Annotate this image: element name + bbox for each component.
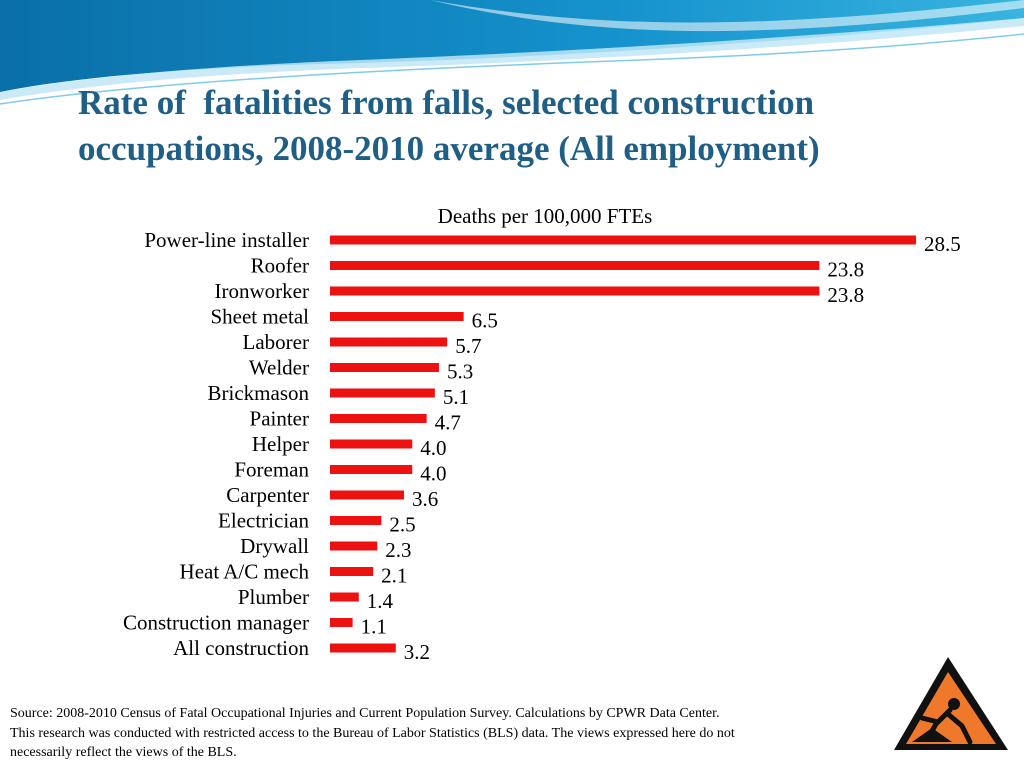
- bars-group: Power-line installer 28.5 Roofer 23.8 Ironwo…: [123, 228, 961, 664]
- value-label: 3.6: [412, 487, 438, 511]
- value-label: 1.4: [367, 589, 394, 613]
- value-label: 5.1: [443, 385, 469, 409]
- value-label: 5.3: [447, 360, 473, 384]
- bar: [330, 261, 820, 270]
- category-label: Welder: [249, 356, 309, 380]
- category-label: Carpenter: [226, 483, 309, 507]
- bar: [330, 465, 413, 474]
- bar: [330, 516, 382, 525]
- header-wave-decoration: [0, 0, 1024, 105]
- chart-title: Deaths per 100,000 FTEs: [438, 204, 653, 228]
- value-label: 6.5: [472, 309, 498, 333]
- fall-hazard-warning-icon: [894, 657, 1008, 750]
- category-label: Brickmason: [208, 381, 310, 405]
- bar: [330, 312, 464, 321]
- title-line-1: Rate of fatalities from falls, selected …: [78, 83, 815, 122]
- category-label: Heat A/C mech: [180, 560, 310, 584]
- value-label: 1.1: [361, 615, 387, 639]
- bar: [330, 541, 378, 551]
- category-label: Construction manager: [123, 611, 309, 635]
- source-line-3: necessarily reflect the views of the BLS…: [10, 745, 237, 760]
- bar: [330, 363, 439, 372]
- value-label: 4.7: [435, 411, 461, 435]
- source-line-2: This research was conducted with restric…: [10, 725, 735, 741]
- value-label: 5.7: [455, 334, 481, 358]
- category-label: Sheet metal: [210, 305, 309, 329]
- category-label: Laborer: [243, 330, 309, 354]
- category-label: Drywall: [240, 534, 309, 558]
- category-label: Painter: [250, 407, 309, 431]
- bar: [330, 439, 413, 449]
- category-label: Helper: [252, 432, 309, 456]
- bar-chart: Deaths per 100,000 FTEs Power-line insta…: [123, 204, 961, 664]
- title-line-2: occupations, 2008-2010 average (All empl…: [78, 129, 820, 168]
- category-label: Roofer: [251, 254, 309, 278]
- category-label: Electrician: [218, 509, 309, 533]
- bar: [330, 388, 435, 398]
- value-label: 28.5: [924, 232, 961, 256]
- bar: [330, 337, 448, 347]
- source-note: Source: 2008-2010 Census of Fatal Occupa…: [10, 704, 910, 763]
- bar: [330, 286, 820, 296]
- value-label: 2.3: [385, 538, 411, 562]
- value-label: 4.0: [420, 462, 446, 486]
- value-label: 23.8: [827, 258, 864, 282]
- category-label: Power-line installer: [144, 228, 309, 252]
- bar: [330, 414, 427, 423]
- source-line-1: Source: 2008-2010 Census of Fatal Occupa…: [10, 706, 720, 721]
- value-label: 4.0: [420, 436, 446, 460]
- value-label: 23.8: [827, 283, 864, 307]
- value-label: 2.1: [381, 564, 407, 588]
- category-label: All construction: [173, 636, 309, 660]
- bar: [330, 643, 396, 653]
- bar: [330, 567, 374, 576]
- bar: [330, 618, 353, 627]
- category-label: Plumber: [238, 585, 309, 609]
- value-label: 2.5: [389, 513, 415, 537]
- value-label: 3.2: [404, 640, 430, 664]
- page-title: Rate of fatalities from falls, selected …: [78, 80, 978, 172]
- bar: [330, 235, 916, 245]
- bar: [330, 490, 405, 500]
- category-label: Ironworker: [215, 279, 309, 303]
- bar: [330, 592, 359, 602]
- category-label: Foreman: [234, 458, 309, 482]
